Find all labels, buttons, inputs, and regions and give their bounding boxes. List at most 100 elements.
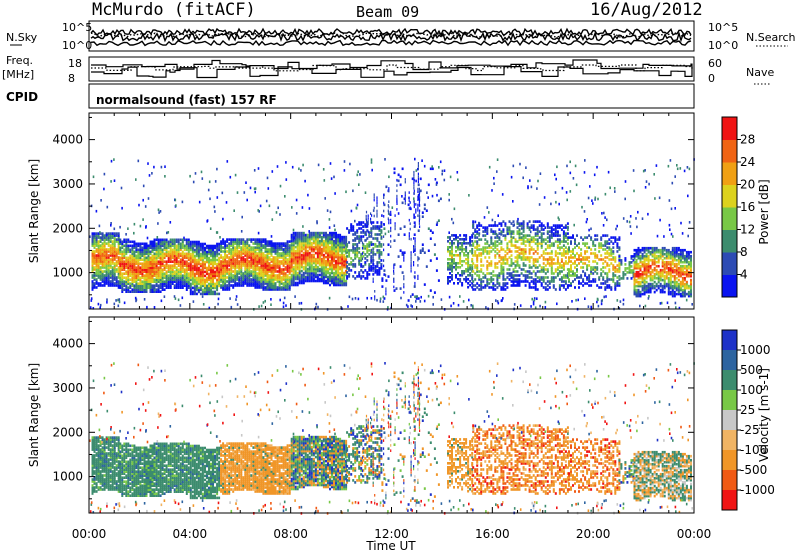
power-cell [564, 234, 567, 237]
power-cell [169, 280, 172, 283]
power-cell [457, 246, 459, 249]
power-cell [327, 257, 329, 261]
power-cell [310, 263, 313, 267]
power-cell [208, 262, 210, 266]
power-cell [141, 242, 144, 246]
power-cell [266, 276, 269, 279]
power-cell [185, 246, 188, 250]
power-cell [669, 282, 672, 286]
power-cell [206, 268, 208, 272]
power-cell [647, 264, 650, 268]
power-cell [474, 234, 477, 237]
power-cell [238, 240, 241, 243]
power-cell [204, 286, 206, 290]
power-cell [173, 254, 176, 258]
power-cell [189, 264, 192, 268]
power-cell [502, 276, 505, 279]
power-cell [459, 262, 462, 265]
power-cell [610, 286, 613, 289]
power-cell [195, 250, 198, 254]
power-cell [195, 246, 198, 250]
power-cell [542, 232, 545, 235]
power-cell [143, 278, 146, 281]
power-cell [250, 274, 253, 277]
power-cell [614, 260, 617, 263]
power-cell [435, 257, 438, 260]
power-cell [292, 275, 295, 279]
power-cell [469, 280, 472, 283]
power-cell [262, 244, 265, 247]
power-cell [268, 262, 271, 265]
power-cell [322, 241, 325, 245]
power-cell [250, 280, 253, 283]
power-cell [113, 250, 116, 253]
power-cell [346, 261, 349, 264]
power-cell [550, 244, 553, 247]
power-cell [582, 262, 585, 265]
power-cell [165, 242, 168, 246]
power-cell [312, 239, 315, 243]
power-cell [649, 252, 652, 256]
power-cell [322, 263, 325, 267]
power-cell [252, 274, 255, 277]
power-cell [181, 256, 184, 260]
power-cell [536, 288, 539, 291]
power-cell [258, 284, 261, 287]
power-cell [383, 227, 386, 230]
power-cell [121, 252, 124, 256]
power-cell [413, 221, 416, 224]
power-cell [145, 272, 148, 275]
power-cell [248, 256, 251, 259]
power-cell [262, 276, 265, 279]
power-cell [548, 262, 551, 265]
power-cell [635, 284, 638, 288]
power-cell [187, 264, 190, 267]
power-cell [117, 232, 120, 235]
power-cell [364, 269, 367, 272]
power-cell [472, 270, 475, 273]
noise-trace [90, 32, 692, 38]
power-cell [574, 242, 576, 245]
power-cell [177, 268, 180, 271]
power-cell [459, 248, 462, 251]
power-cell [318, 241, 321, 245]
power-cell [358, 223, 361, 226]
power-cell [284, 284, 287, 287]
power-cell [242, 240, 245, 243]
power-cell [506, 246, 509, 249]
power-cell [195, 280, 198, 284]
power-cell [109, 262, 112, 265]
power-cell [258, 238, 261, 241]
power-cell [212, 258, 214, 262]
power-cell [300, 279, 303, 283]
power-cell [624, 267, 627, 270]
power-cell [366, 221, 369, 224]
power-cell [220, 244, 223, 247]
power-cell [201, 278, 204, 282]
power-cell [641, 276, 644, 280]
power-cell [675, 270, 678, 274]
freq-unit-label: [MHz] [2, 68, 34, 81]
power-cell [280, 280, 283, 283]
power-cell [147, 268, 150, 271]
power-cell [252, 246, 255, 249]
power-cell [171, 256, 174, 260]
power-cell [242, 282, 245, 285]
power-cell [643, 268, 646, 272]
power-cell [472, 242, 475, 245]
power-cell [129, 284, 132, 287]
power-cell [212, 244, 214, 248]
power-cell [278, 288, 281, 291]
power-cell [582, 280, 585, 283]
power-cell [216, 284, 219, 288]
power-cell [204, 242, 206, 246]
power-cell [252, 252, 255, 255]
power-cell [459, 242, 462, 245]
power-cell [173, 286, 176, 289]
power-cell [252, 250, 255, 253]
power-cell [341, 283, 344, 287]
power-cell [113, 238, 116, 241]
power-cell [393, 171, 396, 175]
power-cell [594, 280, 597, 283]
power-cell [173, 248, 176, 252]
